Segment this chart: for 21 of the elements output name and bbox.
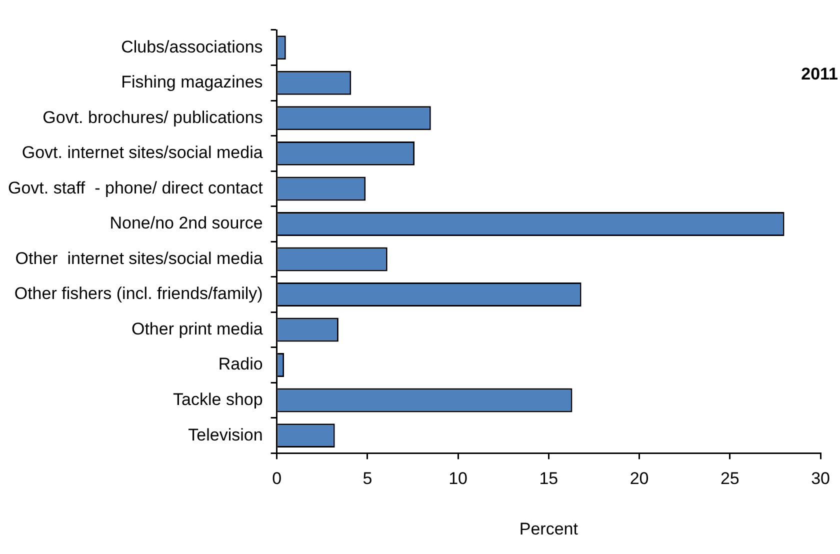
annotation: 2011 — [801, 64, 838, 84]
x-tick-label: 0 — [272, 469, 282, 488]
x-tick-label: 10 — [448, 469, 468, 488]
y-tick-label: Govt. brochures/ publications — [42, 108, 263, 127]
x-tick-label: 20 — [630, 469, 649, 488]
x-tick-label: 15 — [539, 469, 558, 488]
y-tick-label: Fishing magazines — [121, 72, 263, 92]
y-tick-label: Govt. internet sites/social media — [22, 143, 264, 162]
x-tick-label: 25 — [720, 469, 740, 488]
y-tick-label: Television — [188, 425, 263, 444]
x-tick-label: 5 — [362, 469, 372, 488]
y-tick-label: None/no 2nd source — [110, 214, 263, 233]
y-tick-label: Tackle shop — [173, 390, 263, 409]
y-tick-label: Other fishers (incl. friends/family) — [14, 284, 263, 304]
y-tick-label: Radio — [218, 354, 263, 374]
y-tick-label: Other internet sites/social media — [15, 248, 264, 268]
y-tick-label: Govt. staff - phone/ direct contact — [8, 178, 264, 198]
y-tick-label: Clubs/associations — [121, 37, 263, 56]
y-tick-label: Other print media — [131, 319, 264, 338]
x-axis-title: Percent — [519, 519, 578, 538]
x-tick-label: 30 — [811, 469, 830, 488]
